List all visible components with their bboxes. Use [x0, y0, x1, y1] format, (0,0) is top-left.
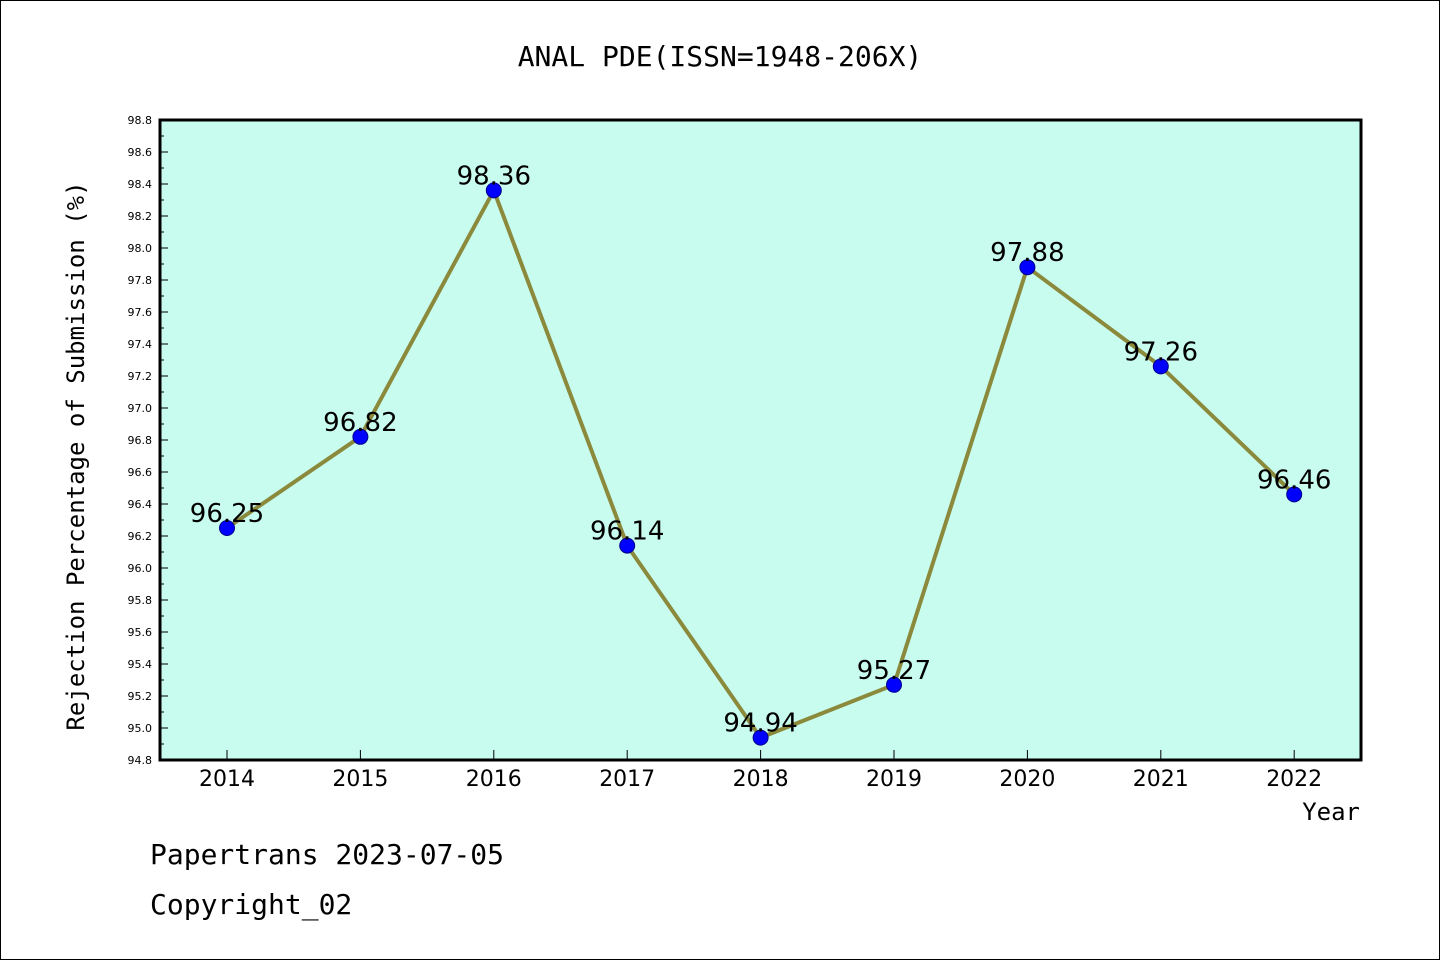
data-label: 98.36 [457, 161, 531, 191]
y-tick-label: 96.4 [128, 498, 153, 511]
y-tick-label: 97.8 [128, 274, 153, 287]
y-tick-label: 95.0 [128, 722, 153, 735]
data-point [352, 428, 369, 445]
y-tick-label: 98.4 [128, 178, 153, 191]
data-label: 96.14 [590, 517, 664, 547]
data-label: 96.25 [190, 499, 264, 529]
data-point [219, 520, 235, 536]
x-tick-label: 2021 [1133, 767, 1189, 792]
y-tick-label: 96.6 [128, 466, 153, 479]
y-tick-label: 98.6 [128, 146, 153, 159]
y-tick-label: 96.8 [128, 434, 153, 447]
data-labels: 96.25 96.82 98.36 96.14 94.94 95.27 97.88 97.26… [190, 161, 1332, 738]
data-point [619, 537, 636, 554]
x-tick-label: 2016 [466, 767, 522, 792]
y-tick-label: 96.0 [128, 562, 153, 575]
footer-copyright: Copyright_02 [150, 888, 352, 922]
data-point [752, 729, 769, 746]
y-axis-ticks: 94.8 95.0 95.2 95.4 95.6 95.8 96.0 96.2 96.4 96.6… [128, 114, 168, 767]
chart-title: ANAL PDE(ISSN=1948-206X) [518, 40, 923, 73]
data-point [485, 182, 502, 199]
y-tick-label: 98.2 [128, 210, 153, 223]
data-markers [219, 182, 1303, 746]
x-tick-label: 2020 [999, 767, 1055, 792]
x-tick-label: 2015 [332, 767, 388, 792]
x-tick-label: 2019 [866, 767, 922, 792]
plot-area [158, 118, 1363, 762]
data-point [1152, 358, 1169, 375]
y-tick-label: 97.4 [128, 338, 153, 351]
y-tick-label: 94.8 [128, 754, 153, 767]
footer-date: Papertrans 2023-07-05 [150, 838, 504, 871]
data-label: 95.27 [857, 656, 931, 686]
y-tick-label: 97.6 [128, 306, 153, 319]
y-tick-label: 95.8 [128, 594, 153, 607]
data-point [886, 676, 902, 693]
y-tick-label: 95.4 [128, 658, 153, 671]
y-tick-label: 95.6 [128, 626, 153, 639]
y-tick-label: 98.0 [128, 242, 153, 255]
x-tick-label: 2018 [733, 767, 789, 792]
x-tick-label: 2014 [199, 767, 255, 792]
x-axis-ticks: 2014 2015 2016 2017 2018 2019 2020 2021 2022 [199, 750, 1322, 792]
x-tick-label: 2017 [599, 767, 655, 792]
y-axis-label: Rejection Percentage of Submission (%) [62, 181, 90, 730]
data-label: 97.88 [990, 238, 1064, 268]
x-axis-label: Year [1302, 798, 1360, 826]
data-point [1286, 486, 1303, 503]
data-label: 94.94 [723, 709, 797, 739]
y-tick-label: 97.0 [128, 402, 153, 415]
y-tick-label: 98.8 [128, 114, 153, 127]
y-tick-label: 95.2 [128, 690, 153, 703]
data-point [1019, 259, 1036, 276]
y-tick-label: 96.2 [128, 530, 153, 543]
data-label: 96.46 [1257, 465, 1331, 495]
x-tick-label: 2022 [1266, 767, 1322, 792]
data-label: 97.26 [1124, 337, 1198, 367]
data-label: 96.82 [323, 408, 397, 438]
y-tick-label: 97.2 [128, 370, 153, 383]
